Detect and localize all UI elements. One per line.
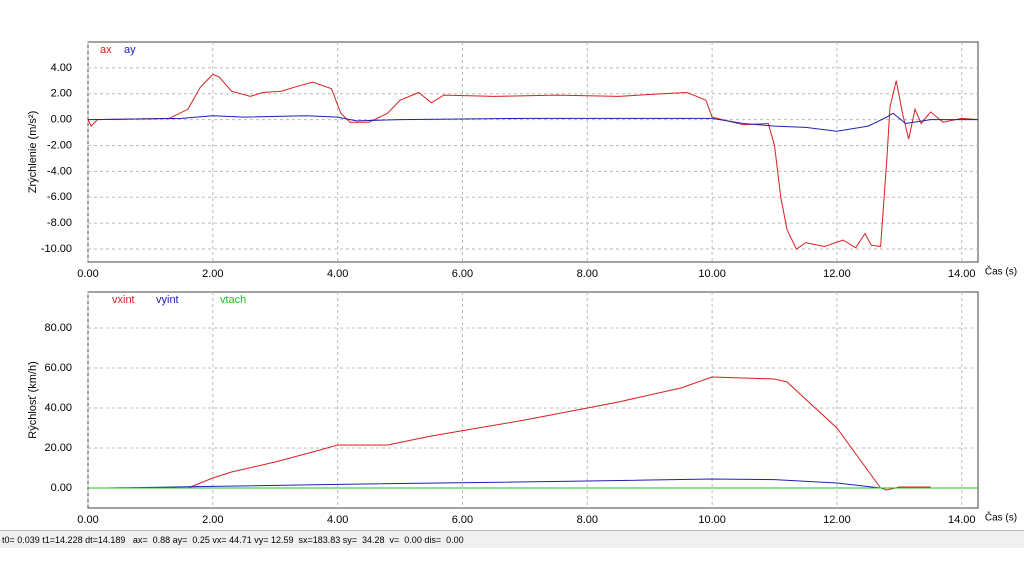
x-tick-label: 4.00 bbox=[327, 268, 348, 280]
y-tick-label: 20.00 bbox=[44, 442, 72, 454]
status-bar: t0= 0.039 t1=14.228 dt=14.189 ax= 0.88 a… bbox=[0, 530, 1024, 548]
y-tick-label: -8.00 bbox=[47, 217, 72, 229]
x-tick-label: 8.00 bbox=[577, 514, 598, 526]
y-tick-label: 4.00 bbox=[51, 62, 72, 74]
x-tick-label: 4.00 bbox=[327, 514, 348, 526]
series-line bbox=[106, 376, 931, 491]
y-tick-label: 2.00 bbox=[51, 88, 72, 100]
series-line bbox=[87, 73, 979, 250]
y-tick-label: -10.00 bbox=[41, 243, 72, 255]
x-tick-label: 12.00 bbox=[823, 268, 851, 280]
legend-entry: vxint bbox=[112, 294, 135, 306]
x-tick-label: 2.00 bbox=[202, 268, 223, 280]
x-tick-label: 10.00 bbox=[698, 514, 726, 526]
x-tick-label: 0.00 bbox=[77, 514, 98, 526]
series-line bbox=[87, 112, 978, 132]
charts: 4.00 2.00 0.00 -2.00 -4.00 -6.00 -8.00 -10.00 0.… bbox=[27, 41, 1017, 526]
x-tick-label: 6.00 bbox=[452, 514, 473, 526]
legend-entry: vyint bbox=[156, 294, 179, 306]
series-line bbox=[106, 478, 931, 489]
x-tick-label: 14.00 bbox=[948, 268, 976, 280]
x-tick-label: 8.00 bbox=[577, 268, 598, 280]
legend-entry: ax bbox=[100, 44, 112, 56]
y-tick-label: 60.00 bbox=[44, 362, 72, 374]
plot-area bbox=[87, 41, 979, 263]
x-tick-label: 6.00 bbox=[452, 268, 473, 280]
legend-entry: vtach bbox=[220, 294, 246, 306]
y-tick-label: -6.00 bbox=[47, 191, 72, 203]
y-tick-label: 0.00 bbox=[51, 114, 72, 126]
x-axis-label: Čas (s) bbox=[985, 511, 1017, 524]
y-tick-label: 0.00 bbox=[51, 482, 72, 494]
y-tick-label: 80.00 bbox=[44, 322, 72, 334]
x-tick-label: 0.00 bbox=[77, 268, 98, 280]
legend-entry: ay bbox=[124, 44, 136, 56]
y-tick-label: -2.00 bbox=[47, 139, 72, 151]
x-tick-label: 10.00 bbox=[698, 268, 726, 280]
y-tick-label: 40.00 bbox=[44, 402, 72, 414]
x-tick-label: 14.00 bbox=[948, 514, 976, 526]
x-tick-label: 12.00 bbox=[823, 514, 851, 526]
y-axis-label: Zrýchlenie (m/s²) bbox=[27, 111, 39, 194]
y-tick-label: -4.00 bbox=[47, 165, 72, 177]
x-tick-label: 2.00 bbox=[202, 514, 223, 526]
y-axis-label: Rýchlosť (km/h) bbox=[27, 361, 39, 438]
x-axis-label: Čas (s) bbox=[985, 265, 1017, 278]
